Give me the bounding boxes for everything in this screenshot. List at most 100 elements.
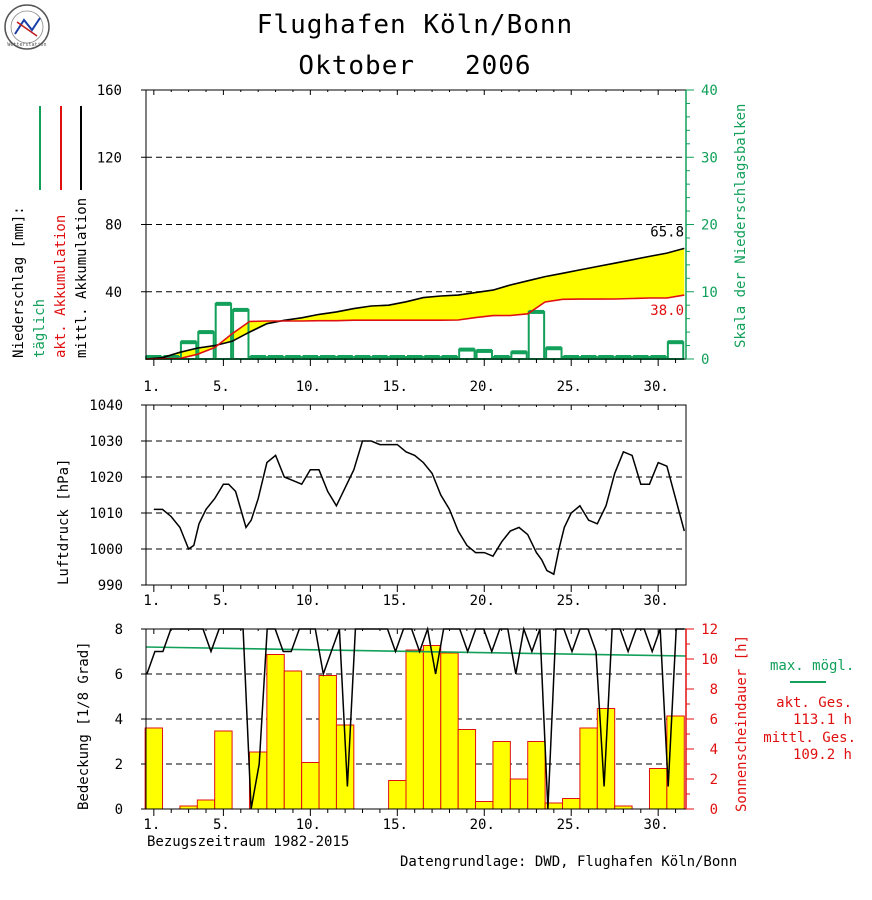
chart-title: Flughafen Köln/Bonn <box>257 10 573 40</box>
x-tick-label: 25. <box>557 379 582 395</box>
y2-tick-label: 0 <box>710 802 718 818</box>
actual-accum-line <box>145 294 685 360</box>
y-tick-label: 4 <box>115 712 123 728</box>
legend-akt-ges: akt. Ges. <box>776 695 852 711</box>
x-tick-label: 20. <box>470 817 495 833</box>
sunshine-bar <box>527 741 546 810</box>
y-tick-label: 120 <box>97 150 122 166</box>
y2-tick-label: 10 <box>701 652 718 668</box>
y2-tick-label: 0 <box>701 352 709 368</box>
station-logo: Wetterstation <box>4 4 50 50</box>
precip-bar <box>214 302 233 361</box>
pressure-panel: 1040 1030 1020 1010 1000 990 1. 5. 10. 15. 20. 25. 3… <box>89 398 687 609</box>
chart-subtitle: Oktober 2006 <box>298 51 531 81</box>
legend-mittl-ges: mittl. Ges. <box>763 730 856 746</box>
x-tick-label: 25. <box>557 817 582 833</box>
precip-ylabel: Niederschlag [mm]: <box>11 206 27 358</box>
y2-tick-label: 8 <box>710 682 718 698</box>
sunshine-bar <box>509 778 529 810</box>
logo-text: Wetterstation <box>7 42 46 48</box>
sunshine-bar <box>144 727 164 810</box>
y-tick-label: 1010 <box>89 506 123 522</box>
cloud-ylabel: Bedeckung [1/8 Grad] <box>76 641 92 810</box>
precip-bar <box>527 310 546 360</box>
y-tick-label: 40 <box>105 285 122 301</box>
x-tick-label: 5. <box>213 817 230 833</box>
sunshine-bar <box>196 799 216 810</box>
y-tick-label: 0 <box>115 802 123 818</box>
value-mittl-ges: 109.2 h <box>793 747 852 763</box>
sunshine-bar <box>422 645 442 810</box>
sunshine-bar <box>214 730 233 810</box>
x-tick-label: 1. <box>143 379 160 395</box>
precipitation-panel: 160 120 80 40 40 30 20 10 0 1. 5. 10. 15. 20. 25. 30. 65… <box>97 83 718 395</box>
y-tick-label: 1040 <box>89 398 123 414</box>
y2-tick-label: 10 <box>701 285 718 301</box>
x-tick-label: 30. <box>644 817 669 833</box>
x-tick-label: 5. <box>213 379 230 395</box>
x-tick-label: 15. <box>383 593 408 609</box>
value-akt-ges: 113.1 h <box>793 712 852 728</box>
plot-frame <box>145 404 687 586</box>
data-source: Datengrundlage: DWD, Flughafen Köln/Bonn <box>400 854 737 870</box>
x-tick-label: 25. <box>557 593 582 609</box>
reference-period: Bezugszeitraum 1982-2015 <box>147 834 349 850</box>
sunshine-cloud-panel: 8 6 4 2 0 12 10 8 6 4 2 0 1. 5. 10. 15. 20. 25. 30. <box>115 622 718 833</box>
x-tick-label: 20. <box>470 593 495 609</box>
y2-tick-label: 30 <box>701 150 718 166</box>
x-tick-label: 15. <box>383 817 408 833</box>
sunshine-bar <box>318 675 337 810</box>
legend-max-possible: max. mögl. <box>770 658 854 674</box>
sunshine-bar <box>266 654 285 810</box>
y-tick-label: 2 <box>115 757 123 773</box>
y-tick-label: 80 <box>105 218 122 234</box>
x-tick-label: 20. <box>470 379 495 395</box>
pressure-ylabel: Luftdruck [hPa] <box>56 459 72 585</box>
sunshine-bar <box>457 729 477 810</box>
actual-accum-end-label: 38.0 <box>650 303 684 319</box>
sunshine-bar <box>283 670 303 810</box>
sunshine-bar <box>492 741 511 810</box>
legend-actual-accum: akt. Akkumulation <box>53 215 69 358</box>
y2-tick-label: 40 <box>701 83 718 99</box>
sunshine-legend: max. mögl. akt. Ges. 113.1 h mittl. Ges.… <box>763 658 856 763</box>
y-tick-label: 1020 <box>89 470 123 486</box>
x-tick-label: 1. <box>143 817 160 833</box>
sunshine-bar <box>440 652 459 810</box>
x-tick-label: 15. <box>383 379 408 395</box>
precip-y2label: Skala der Niederschlagsbalken <box>733 104 749 348</box>
sunshine-bar <box>562 798 581 810</box>
x-tick-label: 30. <box>644 379 669 395</box>
sunshine-bar <box>405 649 424 810</box>
x-tick-label: 30. <box>644 593 669 609</box>
y-tick-label: 6 <box>115 667 123 683</box>
y2-tick-label: 2 <box>710 772 718 788</box>
sunshine-bar <box>579 727 598 810</box>
mean-accum-line <box>145 247 685 360</box>
sunshine-bar <box>301 762 320 810</box>
y-tick-label: 8 <box>115 622 123 638</box>
x-tick-label: 1. <box>143 593 160 609</box>
legend-mean-accum: mittl. Akkumulation <box>74 198 90 358</box>
precip-bar <box>666 341 685 360</box>
y2-tick-label: 20 <box>701 218 718 234</box>
x-tick-label: 10. <box>296 817 321 833</box>
y-tick-label: 990 <box>98 578 123 594</box>
x-tick-label: 5. <box>213 593 230 609</box>
y-tick-label: 1030 <box>89 434 123 450</box>
sunshine-bar <box>648 768 668 810</box>
sunshine-bar <box>388 780 407 810</box>
sunshine-y2label: Sonnenscheindauer [h] <box>734 635 750 812</box>
y2-tick-label: 4 <box>710 742 718 758</box>
y2-tick-label: 6 <box>710 712 718 728</box>
y2-tick-label: 12 <box>701 622 718 638</box>
x-tick-label: 10. <box>296 379 321 395</box>
mean-accum-end-label: 65.8 <box>650 224 684 240</box>
legend-daily: täglich <box>32 299 48 358</box>
y-tick-label: 1000 <box>89 542 123 558</box>
precip-legend: Niederschlag [mm]: täglich akt. Akkumula… <box>11 106 90 358</box>
y-tick-label: 160 <box>97 83 122 99</box>
pressure-line <box>153 440 686 576</box>
sunshine-bar <box>475 801 494 810</box>
